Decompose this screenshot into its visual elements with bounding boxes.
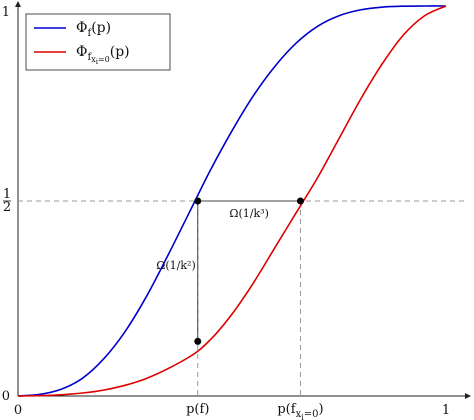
- legend: Φf(p) Φfxi=0(p): [25, 13, 171, 71]
- legend-box: [25, 13, 171, 71]
- point-pf-lower: [194, 337, 202, 345]
- annotation-horizontal: Ω(1/k³): [229, 207, 268, 220]
- legend-label-0: Φf(p): [76, 20, 111, 39]
- x-tick-label-0: 0: [14, 403, 22, 418]
- point-pfx0-half: [296, 197, 304, 205]
- y-tick-label-1: 1: [2, 5, 10, 20]
- point-pf-half: [194, 197, 202, 205]
- y-half-numerator: 1: [3, 187, 11, 202]
- series-line-1: [17, 5, 447, 397]
- legend-label-1: Φfxi=0(p): [76, 44, 130, 66]
- x-marker-label-pfx0: p(fxi=0): [277, 402, 323, 420]
- y-half-denominator: 2: [3, 200, 11, 215]
- series-line-0: [17, 5, 447, 397]
- x-tick-label-1: 1: [442, 403, 450, 418]
- annotation-vertical: Ω(1/k²): [156, 259, 195, 272]
- x-marker-label-pf: p(f): [186, 402, 209, 417]
- y-tick-label-0: 0: [2, 389, 10, 404]
